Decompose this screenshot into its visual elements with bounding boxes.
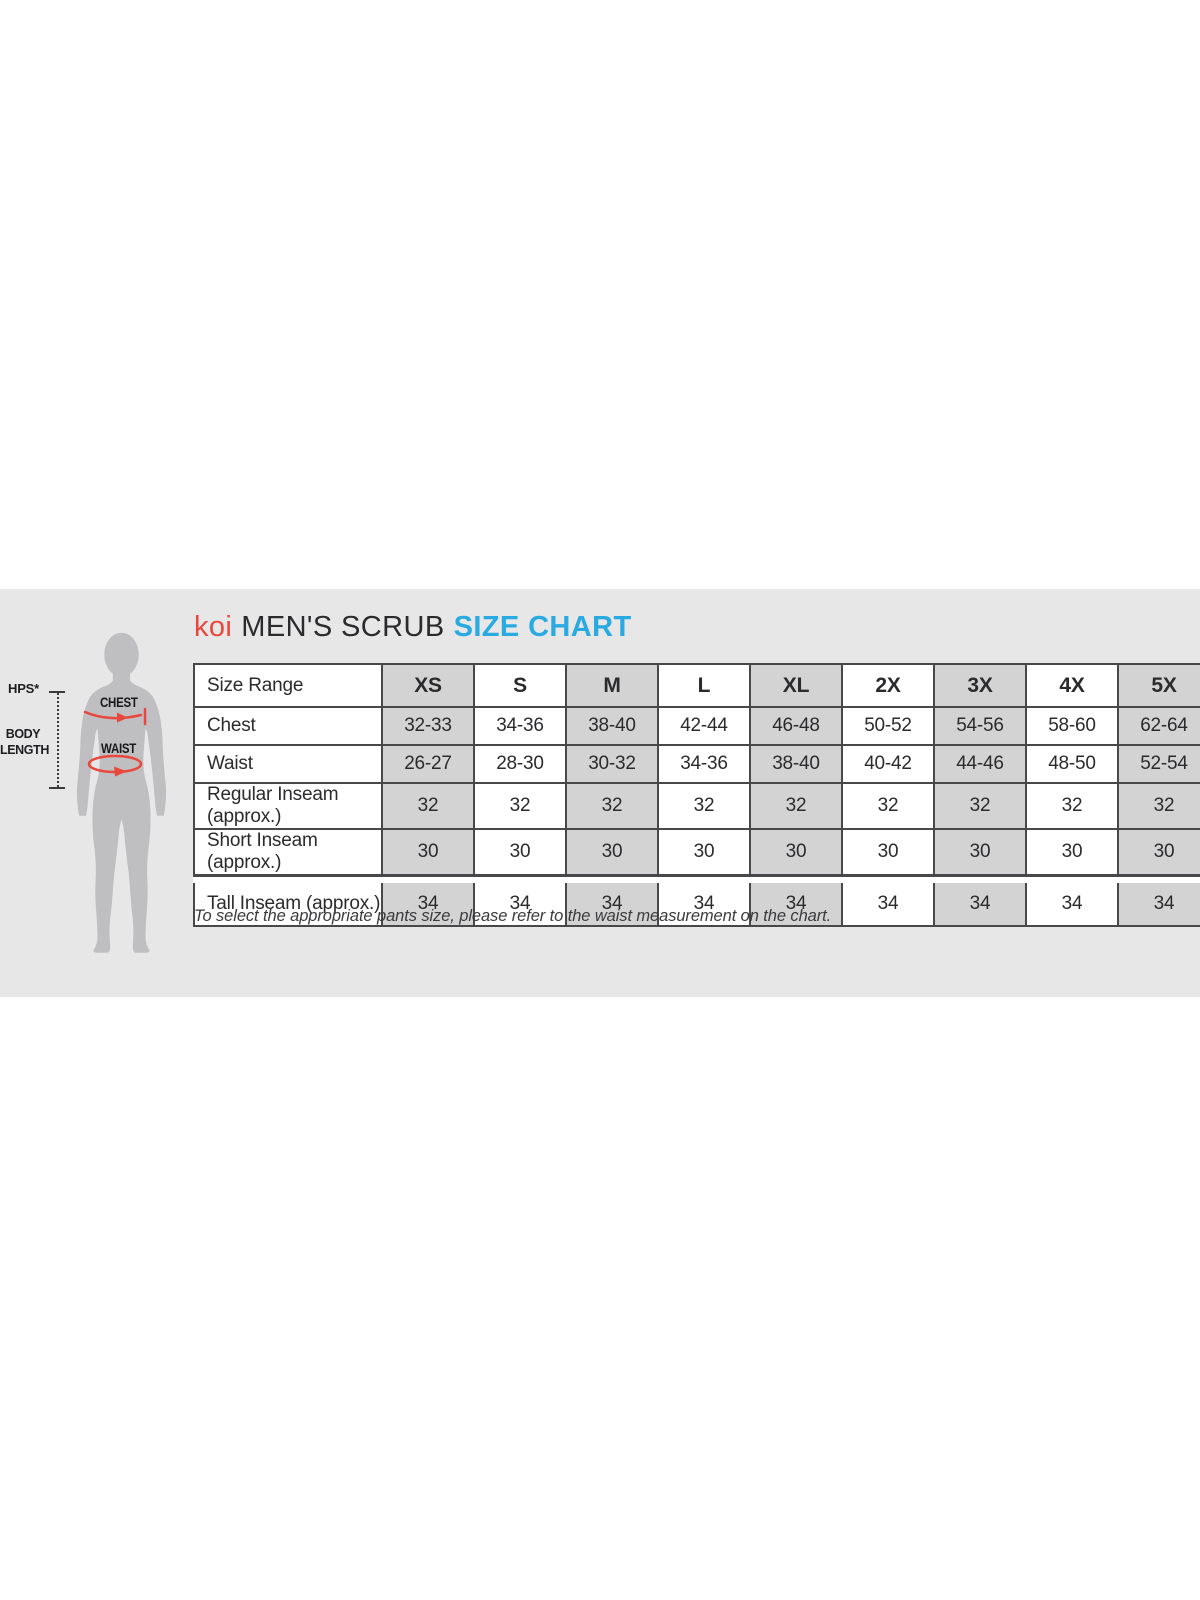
header-cell-3x: 3X <box>935 663 1027 708</box>
body-length-top-cap <box>49 691 65 693</box>
body-length-bottom-cap <box>49 787 65 789</box>
size-cell: 34 <box>935 883 1027 927</box>
row-label: Waist <box>193 746 383 784</box>
table-row: Short Inseam (approx.) 30 30 30 30 30 30 30 30 30 <box>193 830 1200 877</box>
size-cell: 30 <box>567 830 659 877</box>
size-cell: 54-56 <box>935 708 1027 746</box>
size-cell: 34-36 <box>659 746 751 784</box>
size-cell: 32-33 <box>383 708 475 746</box>
row-label: Regular Inseam (approx.) <box>193 784 383 830</box>
size-cell: 62-64 <box>1119 708 1200 746</box>
size-cell: 34 <box>383 883 475 927</box>
size-cell: 34 <box>1119 883 1200 927</box>
size-cell: 32 <box>751 784 843 830</box>
size-cell: 32 <box>383 784 475 830</box>
size-chart-table: Size Range XS S M L XL 2X 3X 4X 5X Chest 32-33 34-36… <box>193 663 1200 927</box>
size-cell: 30 <box>1027 830 1119 877</box>
size-chart-panel: HPS* BODY LENGTH CHEST WAIST koi MEN'S SC… <box>0 589 1200 997</box>
body-length-measure-line <box>57 693 59 787</box>
title-product: MEN'S SCRUB <box>241 611 445 643</box>
size-cell: 34 <box>475 883 567 927</box>
size-cell: 34 <box>1027 883 1119 927</box>
table-row: Tall Inseam (approx.) 34 34 34 34 34 34 34 34 34 <box>193 883 1200 927</box>
size-cell: 52-54 <box>1119 746 1200 784</box>
row-separator <box>193 877 1200 883</box>
row-label: Short Inseam (approx.) <box>193 830 383 877</box>
header-cell-2x: 2X <box>843 663 935 708</box>
table-row: Regular Inseam (approx.) 32 32 32 32 32 32 32 32… <box>193 784 1200 830</box>
table-row: Waist 26-27 28-30 30-32 34-36 38-40 40-42 44-46… <box>193 746 1200 784</box>
waist-measure-arrow-icon <box>87 754 143 777</box>
table-row: Chest 32-33 34-36 38-40 42-44 46-48 50-52 54-56… <box>193 708 1200 746</box>
size-cell: 30 <box>383 830 475 877</box>
size-cell: 38-40 <box>567 708 659 746</box>
size-cell: 42-44 <box>659 708 751 746</box>
body-length-label: BODY LENGTH <box>0 727 49 757</box>
header-cell-s: S <box>475 663 567 708</box>
size-cell: 46-48 <box>751 708 843 746</box>
size-cell: 34 <box>567 883 659 927</box>
waist-label: WAIST <box>101 741 137 756</box>
size-cell: 30-32 <box>567 746 659 784</box>
size-cell: 30 <box>843 830 935 877</box>
size-cell: 34 <box>751 883 843 927</box>
size-cell: 58-60 <box>1027 708 1119 746</box>
size-cell: 34 <box>843 883 935 927</box>
size-cell: 30 <box>1119 830 1200 877</box>
size-cell: 32 <box>1027 784 1119 830</box>
size-cell: 34 <box>659 883 751 927</box>
title-highlight: SIZE CHART <box>453 611 632 643</box>
header-cell-xl: XL <box>751 663 843 708</box>
size-cell: 30 <box>475 830 567 877</box>
header-cell-4x: 4X <box>1027 663 1119 708</box>
size-cell: 30 <box>751 830 843 877</box>
footnote-text: To select the appropriate pants size, pl… <box>194 907 832 925</box>
chest-measure-arrow-icon <box>83 708 147 726</box>
header-cell-size-range: Size Range <box>193 663 383 708</box>
header-cell-l: L <box>659 663 751 708</box>
size-cell: 34-36 <box>475 708 567 746</box>
row-label: Tall Inseam (approx.) <box>193 883 383 927</box>
header-cell-m: M <box>567 663 659 708</box>
size-cell: 32 <box>567 784 659 830</box>
hps-label: HPS* <box>8 681 39 696</box>
size-cell: 32 <box>475 784 567 830</box>
size-cell: 44-46 <box>935 746 1027 784</box>
size-cell: 30 <box>659 830 751 877</box>
row-label: Chest <box>193 708 383 746</box>
header-cell-5x: 5X <box>1119 663 1200 708</box>
size-cell: 32 <box>1119 784 1200 830</box>
male-silhouette-figure <box>76 632 167 953</box>
chest-label: CHEST <box>100 695 138 710</box>
size-cell: 32 <box>843 784 935 830</box>
chart-title: koi MEN'S SCRUB SIZE CHART <box>194 611 632 644</box>
title-brand: koi <box>194 611 233 643</box>
header-cell-xs: XS <box>383 663 475 708</box>
size-cell: 38-40 <box>751 746 843 784</box>
size-cell: 28-30 <box>475 746 567 784</box>
size-cell: 32 <box>935 784 1027 830</box>
size-cell: 40-42 <box>843 746 935 784</box>
size-cell: 30 <box>935 830 1027 877</box>
size-cell: 26-27 <box>383 746 475 784</box>
size-cell: 50-52 <box>843 708 935 746</box>
size-cell: 32 <box>659 784 751 830</box>
size-cell: 48-50 <box>1027 746 1119 784</box>
